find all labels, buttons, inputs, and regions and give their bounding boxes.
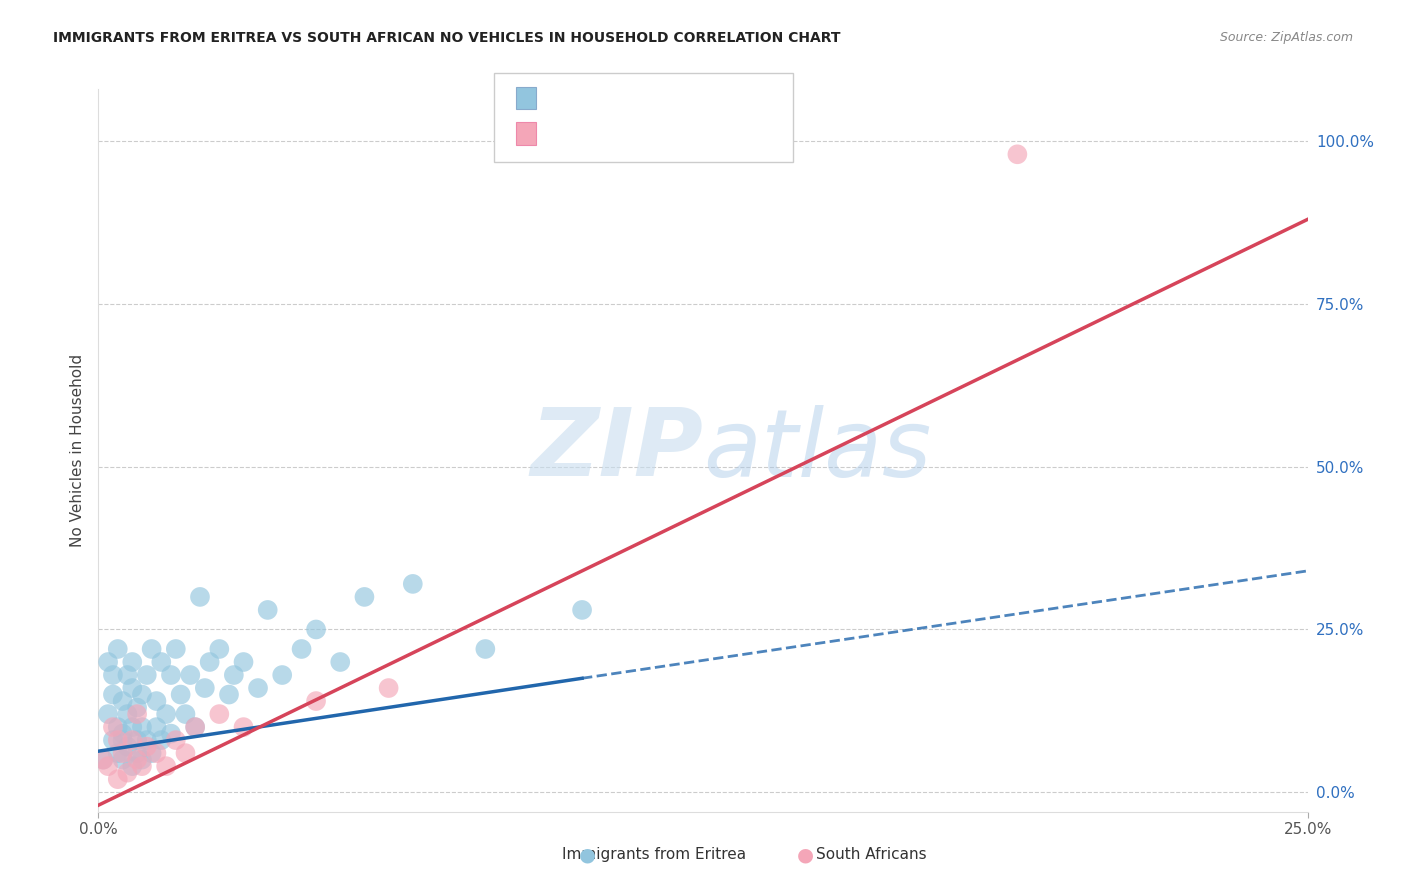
Point [107,642,129,657]
Point [218,688,240,702]
Point [271,668,294,682]
Point [117,765,139,780]
Point [165,642,187,657]
Point [169,688,191,702]
Point [107,733,129,747]
Text: R =: R = [544,124,581,142]
Point [188,590,211,604]
Point [145,720,167,734]
Point [97,655,120,669]
Point [377,681,399,695]
Point [117,739,139,754]
Point [198,655,221,669]
Point [160,668,183,682]
Point [121,720,143,734]
Point [305,623,328,637]
Text: ●: ● [797,845,814,864]
Point [402,577,425,591]
Point [232,720,254,734]
Point [101,668,124,682]
Point [117,668,139,682]
Point [290,642,312,657]
Point [91,753,114,767]
Text: ●: ● [579,845,596,864]
Point [111,746,134,760]
Point [127,733,149,747]
Point [107,720,129,734]
Point [127,753,149,767]
Point [208,642,231,657]
Point [117,707,139,722]
Point [474,642,496,657]
Point [97,759,120,773]
Point [101,733,124,747]
Point [121,655,143,669]
Point [194,681,217,695]
Y-axis label: No Vehicles in Household: No Vehicles in Household [69,354,84,547]
Point [127,746,149,760]
Point [127,700,149,714]
Point [111,753,134,767]
Point [1007,147,1029,161]
Point [121,733,143,747]
Point [179,668,201,682]
Point [135,739,157,754]
Point [101,720,124,734]
Point [150,733,173,747]
Point [145,746,167,760]
Text: Immigrants from Eritrea: Immigrants from Eritrea [562,847,745,862]
Point [127,707,149,722]
Text: N =: N = [637,88,685,106]
Point [131,753,153,767]
Point [141,746,163,760]
Point [145,694,167,708]
Point [174,746,197,760]
Point [131,720,153,734]
Text: atlas: atlas [703,405,931,496]
Text: 0.777: 0.777 [579,124,633,142]
Text: Source: ZipAtlas.com: Source: ZipAtlas.com [1219,31,1353,45]
Text: R =: R = [544,88,581,106]
Point [121,681,143,695]
Text: 59: 59 [682,88,704,106]
Point [150,655,173,669]
Point [184,720,207,734]
Point [208,707,231,722]
Text: N =: N = [637,124,685,142]
Point [174,707,197,722]
Point [107,746,129,760]
Point [141,642,163,657]
Point [222,668,245,682]
Point [232,655,254,669]
Point [131,688,153,702]
Point [111,694,134,708]
Point [571,603,593,617]
Text: 0.213: 0.213 [579,88,631,106]
Point [131,759,153,773]
Text: IMMIGRANTS FROM ERITREA VS SOUTH AFRICAN NO VEHICLES IN HOUSEHOLD CORRELATION CH: IMMIGRANTS FROM ERITREA VS SOUTH AFRICAN… [53,31,841,45]
Point [160,726,183,740]
Text: ZIP: ZIP [530,404,703,497]
Point [184,720,207,734]
Point [165,733,187,747]
Point [135,668,157,682]
Point [101,688,124,702]
Point [121,759,143,773]
Point [329,655,352,669]
Point [155,759,177,773]
Point [97,707,120,722]
Point [353,590,375,604]
Point [111,726,134,740]
Text: South Africans: South Africans [817,847,927,862]
Point [107,772,129,787]
Point [305,694,328,708]
Point [91,753,114,767]
Point [135,733,157,747]
Point [256,603,278,617]
Point [155,707,177,722]
Point [111,733,134,747]
Text: 22: 22 [682,124,706,142]
Point [247,681,270,695]
